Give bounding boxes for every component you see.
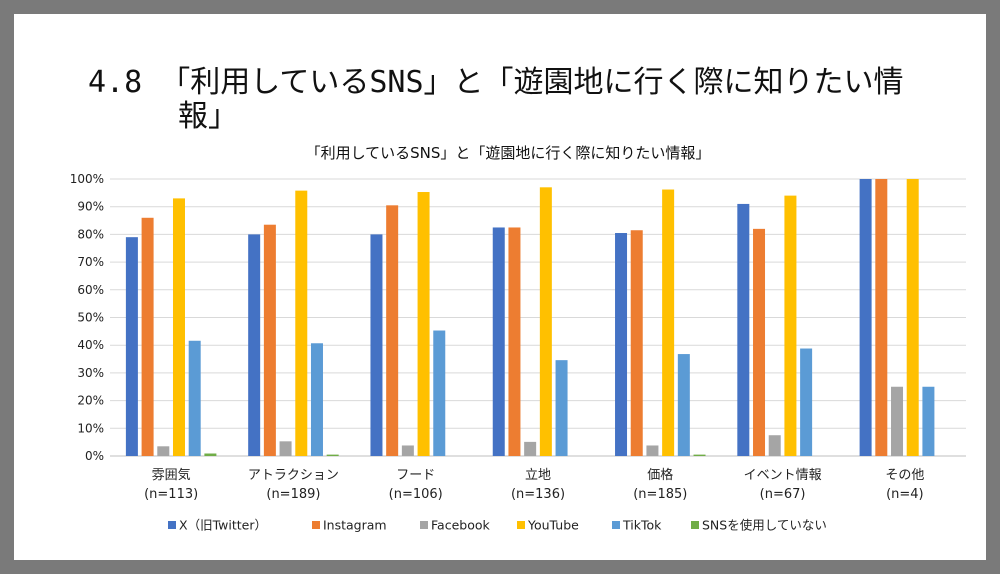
bar (141, 217, 154, 456)
category-label: アトラクション (248, 468, 339, 483)
bar (768, 435, 781, 456)
bar (417, 192, 430, 457)
category-count-label: (n=136) (511, 487, 565, 502)
bar (784, 195, 797, 456)
x-axis: 雰囲気 (n=113) アトラクション (n=189) フード (n=106) 立地 (n=1… (144, 467, 924, 502)
legend-label: YouTube (527, 518, 579, 533)
slide-title-line2: 報」 (178, 99, 238, 134)
bar (172, 198, 185, 456)
bar (157, 446, 170, 456)
bar (677, 354, 690, 456)
bar (753, 228, 766, 456)
category-count-label: (n=67) (760, 487, 806, 502)
bar (737, 203, 750, 456)
bar (630, 230, 643, 456)
bar (922, 386, 935, 456)
bar (875, 179, 888, 456)
bar (891, 386, 904, 456)
bar (204, 453, 217, 456)
y-tick-label: 0% (85, 449, 104, 463)
bar (310, 343, 323, 456)
legend-swatch (168, 521, 176, 529)
bar (800, 348, 813, 456)
legend-label: Facebook (431, 518, 490, 533)
legend-label: X（旧Twitter） (179, 518, 267, 533)
category-label: その他 (885, 468, 924, 483)
gridlines (110, 178, 966, 457)
legend-swatch (420, 521, 428, 529)
legend-label: TikTok (622, 518, 662, 533)
category-label: 価格 (647, 467, 673, 483)
bar (433, 330, 446, 456)
bar (326, 454, 339, 456)
chart-title: 「利用しているSNS」と「遊園地に行く際に知りたい情報」 (306, 144, 711, 162)
category-count-label: (n=189) (266, 487, 320, 502)
y-tick-label: 10% (77, 421, 104, 435)
legend-swatch (691, 521, 699, 529)
category-count-label: (n=4) (886, 487, 924, 502)
bar (693, 454, 706, 456)
category-count-label: (n=113) (144, 487, 198, 502)
bar (859, 179, 872, 456)
bar (248, 234, 261, 456)
bar (555, 360, 568, 456)
bar (401, 445, 414, 456)
y-tick-label: 70% (77, 255, 104, 269)
y-tick-label: 80% (77, 227, 104, 241)
bar (524, 441, 537, 456)
bar (508, 227, 521, 456)
legend-swatch (612, 521, 620, 529)
bar (370, 234, 383, 456)
y-tick-label: 40% (77, 338, 104, 352)
slide-title: 4.8 「利用しているSNS」と「遊園地に行く際に知りたい情 報」 (88, 66, 918, 134)
bar (295, 190, 308, 456)
bar (188, 340, 201, 456)
bar (492, 227, 505, 456)
bar (386, 205, 399, 456)
legend: X（旧Twitter） Instagram Facebook YouTube TikTo… (168, 518, 827, 533)
y-axis: 0% 10% 20% 30% 40% 50% 60% 70% 80% 90% 100% (70, 172, 104, 463)
legend-label: Instagram (323, 518, 387, 533)
category-count-label: (n=106) (389, 487, 443, 502)
bar (125, 237, 138, 456)
y-tick-label: 20% (77, 394, 104, 408)
category-label: フード (396, 468, 435, 483)
slide-title-line1: 4.8 「利用しているSNS」と「遊園地に行く際に知りたい情 (88, 65, 904, 100)
y-tick-label: 60% (77, 283, 104, 297)
category-label: 雰囲気 (152, 467, 191, 483)
bar (539, 187, 552, 456)
bar (279, 441, 292, 456)
category-label: 立地 (525, 468, 551, 483)
bar (615, 233, 628, 456)
legend-swatch (517, 521, 525, 529)
bar (646, 445, 659, 456)
legend-label: SNSを使用していない (702, 518, 827, 533)
y-tick-label: 90% (77, 200, 104, 214)
bar (906, 179, 919, 456)
category-label: イベント情報 (744, 468, 822, 483)
category-count-label: (n=185) (633, 487, 687, 502)
y-tick-label: 100% (70, 172, 104, 186)
y-tick-label: 30% (77, 366, 104, 380)
legend-swatch (312, 521, 320, 529)
bar (662, 189, 675, 456)
bar (263, 224, 276, 456)
bars (125, 179, 935, 457)
y-tick-label: 50% (77, 311, 104, 325)
